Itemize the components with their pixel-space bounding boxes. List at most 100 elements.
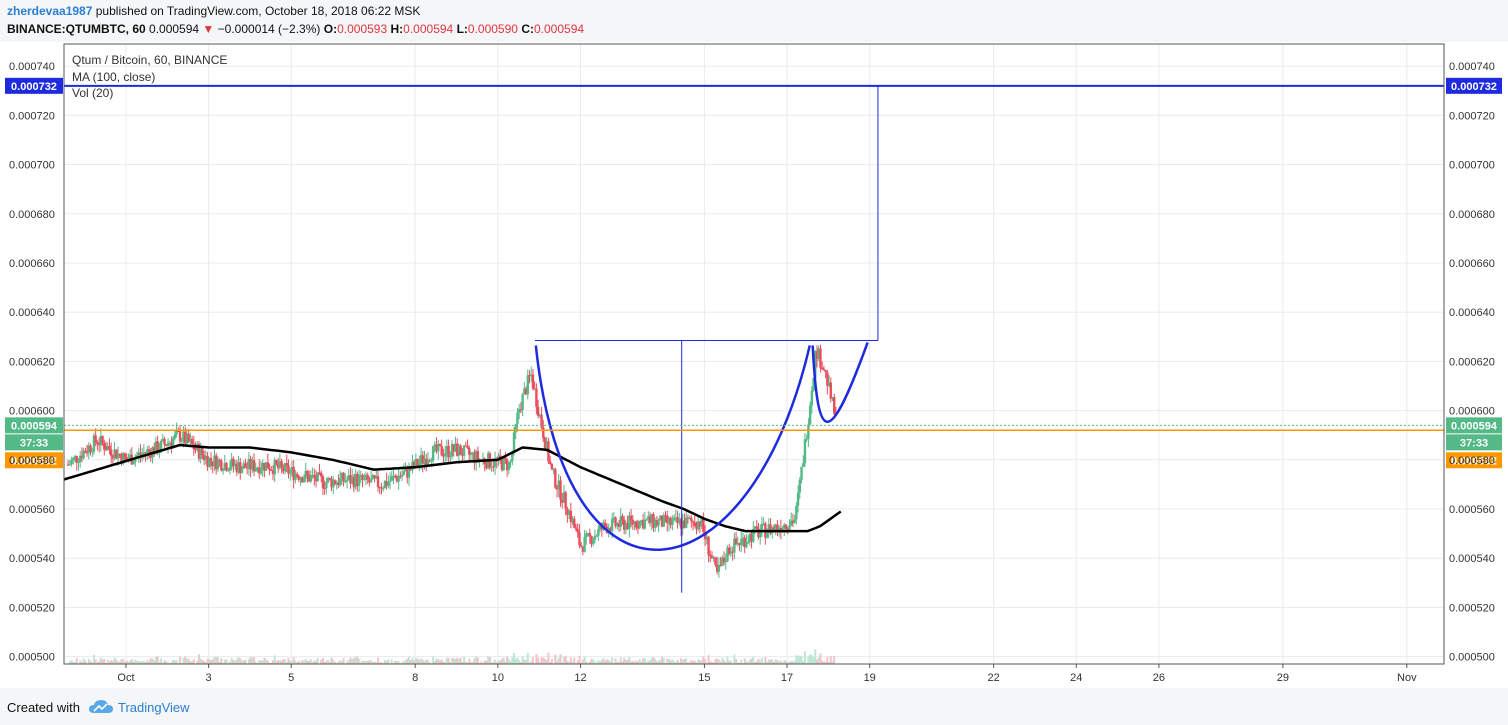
candle-body bbox=[99, 435, 103, 446]
tradingview-link[interactable]: TradingView bbox=[118, 700, 190, 715]
candle-body bbox=[430, 460, 433, 462]
candle-body bbox=[316, 472, 319, 482]
candle-body bbox=[258, 467, 261, 474]
candle-body bbox=[404, 467, 407, 472]
volume-bar bbox=[573, 657, 576, 664]
candle-body bbox=[66, 464, 70, 466]
volume-bar bbox=[442, 661, 445, 664]
candle-body bbox=[796, 492, 800, 506]
candle-body bbox=[78, 455, 82, 462]
candle-body bbox=[344, 481, 347, 483]
volume-bar bbox=[75, 658, 78, 664]
volume-bar bbox=[299, 662, 302, 664]
candle-body bbox=[550, 463, 554, 470]
candle-body bbox=[80, 455, 84, 459]
candle-body bbox=[728, 547, 731, 554]
volume-bar bbox=[690, 659, 693, 664]
volume-bar bbox=[523, 659, 526, 664]
volume-bar bbox=[197, 654, 200, 664]
candle-body bbox=[452, 444, 455, 452]
volume-bar bbox=[459, 657, 462, 664]
volume-bar bbox=[785, 660, 788, 664]
volume-bar bbox=[323, 661, 326, 664]
volume-bar bbox=[514, 658, 517, 664]
volume-bar bbox=[346, 661, 349, 664]
candle-body bbox=[820, 367, 824, 370]
candle-body bbox=[774, 524, 777, 530]
volume-bar bbox=[311, 662, 314, 664]
volume-bar bbox=[707, 655, 710, 664]
volume-bar bbox=[645, 662, 648, 664]
candle-body bbox=[87, 445, 90, 453]
candle-body bbox=[350, 476, 354, 484]
volume-bar bbox=[354, 657, 357, 664]
legend-ma[interactable]: MA (100, close) bbox=[72, 69, 156, 84]
chart-area[interactable] bbox=[0, 42, 1508, 688]
volume-bar bbox=[91, 662, 94, 664]
volume-bar bbox=[72, 662, 75, 664]
candle-body bbox=[521, 394, 524, 411]
candle-body bbox=[213, 455, 216, 467]
candle-body bbox=[342, 472, 345, 482]
volume-bar bbox=[204, 661, 207, 664]
y-tick-label-right: 0.000720 bbox=[1449, 110, 1495, 122]
volume-bar bbox=[562, 656, 565, 664]
volume-bar bbox=[750, 658, 753, 664]
volume-bar bbox=[120, 659, 123, 664]
candle-body bbox=[683, 520, 686, 528]
candle-body bbox=[104, 449, 108, 451]
candle-body bbox=[590, 536, 593, 545]
candle-body bbox=[817, 348, 820, 359]
y-tick-label-right: 0.000620 bbox=[1449, 356, 1495, 368]
candle-body bbox=[497, 455, 500, 461]
volume-bar bbox=[693, 660, 696, 664]
volume-bar bbox=[592, 659, 595, 664]
volume-bar bbox=[755, 661, 758, 664]
candle-body bbox=[750, 533, 753, 542]
candle-body bbox=[170, 442, 173, 447]
candle-body bbox=[84, 450, 87, 453]
volume-bar bbox=[137, 660, 140, 664]
candle-body bbox=[476, 451, 480, 460]
candle-body bbox=[285, 463, 288, 466]
volume-bar bbox=[526, 652, 529, 664]
candle-body bbox=[509, 461, 512, 463]
candle-body bbox=[171, 438, 175, 447]
candle-body bbox=[585, 533, 588, 537]
candle-body bbox=[101, 435, 104, 443]
volume-bar bbox=[757, 658, 760, 664]
volume-bar bbox=[525, 660, 528, 664]
volume-bar bbox=[492, 662, 495, 664]
orange-price-tag-left: 0.000592 bbox=[11, 455, 57, 467]
legend-vol[interactable]: Vol (20) bbox=[72, 86, 114, 100]
candle-body bbox=[449, 456, 452, 458]
volume-bar bbox=[697, 659, 700, 664]
author-link[interactable]: zherdevaa1987 bbox=[7, 4, 93, 18]
volume-bar bbox=[712, 662, 715, 664]
candle-body bbox=[154, 441, 158, 455]
candle-body bbox=[433, 444, 437, 447]
volume-bar bbox=[468, 658, 471, 664]
candle-body bbox=[399, 475, 402, 477]
y-tick-label-left: 0.000620 bbox=[9, 356, 55, 368]
candle-body bbox=[786, 528, 789, 530]
volume-bar bbox=[201, 659, 204, 664]
candle-body bbox=[538, 414, 542, 416]
volume-bar bbox=[736, 662, 739, 664]
candle-body bbox=[674, 517, 678, 519]
footer: Created with TradingView bbox=[0, 688, 1508, 725]
candle-body bbox=[626, 523, 629, 529]
candle-body bbox=[700, 519, 703, 527]
candle-body bbox=[765, 532, 769, 538]
volume-bar bbox=[222, 662, 225, 664]
candle-body bbox=[304, 470, 307, 479]
volume-bar bbox=[738, 662, 741, 664]
volume-bar bbox=[315, 660, 318, 664]
candle-body bbox=[808, 405, 812, 425]
candle-body bbox=[418, 462, 421, 467]
candle-body bbox=[397, 475, 400, 482]
candle-body bbox=[276, 464, 280, 469]
volume-bar bbox=[454, 658, 457, 664]
volume-bar bbox=[578, 656, 581, 664]
